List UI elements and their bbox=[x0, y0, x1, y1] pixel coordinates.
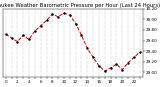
Title: Milwaukee Weather Barometric Pressure per Hour (Last 24 Hours): Milwaukee Weather Barometric Pressure pe… bbox=[0, 3, 160, 8]
